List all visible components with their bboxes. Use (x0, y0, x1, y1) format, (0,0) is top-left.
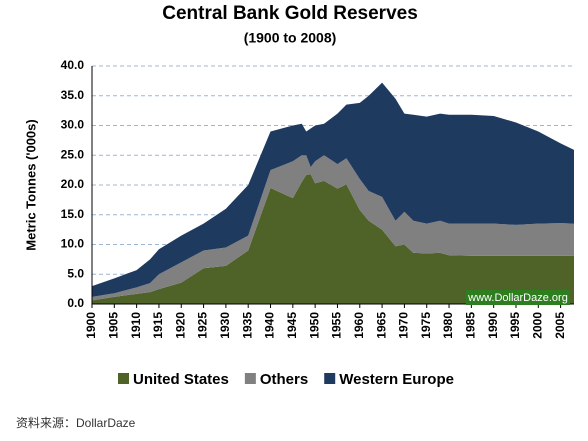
x-tick-label: 1965 (374, 312, 388, 339)
legend-swatch (324, 373, 336, 384)
x-tick-label: 1945 (285, 312, 299, 339)
y-tick-label: 5.0 (67, 266, 84, 280)
x-tick-label: 1970 (397, 312, 411, 339)
x-tick-label: 1985 (464, 312, 478, 339)
y-tick-label: 20.0 (61, 177, 85, 191)
y-tick-label: 40.0 (61, 58, 85, 72)
x-tick-label: 1925 (196, 312, 210, 339)
watermark-box (466, 290, 570, 305)
x-tick-label: 1960 (352, 312, 366, 339)
area (92, 174, 574, 304)
chart-title: Central Bank Gold Reserves (162, 3, 418, 24)
legend-swatch (244, 373, 256, 384)
y-tick-label: 15.0 (61, 207, 85, 221)
y-axis-label: Metric Tonnes ('000s) (23, 119, 38, 250)
x-tick-label: 1950 (307, 312, 321, 339)
x-tick-label: 1990 (486, 312, 500, 339)
chart-subtitle: (1900 to 2008) (244, 30, 337, 46)
x-tick-label: 1915 (151, 312, 165, 339)
x-tick-label: 1975 (419, 312, 433, 339)
x-tick-label: 1905 (106, 312, 120, 339)
source-note: 资料来源：DollarDaze (16, 416, 136, 430)
legend-label: United States (133, 371, 229, 388)
watermark: www.DollarDaze.org (467, 292, 568, 304)
x-tick-label: 1935 (240, 312, 254, 339)
x-tick-label: 1920 (173, 312, 187, 339)
y-tick-label: 30.0 (61, 118, 85, 132)
y-tick-label: 0.0 (67, 296, 84, 310)
y-tick-label: 10.0 (61, 237, 85, 251)
y-tick-label: 35.0 (61, 88, 85, 102)
x-tick-label: 2000 (530, 312, 544, 339)
x-tick-label: 1900 (84, 312, 98, 339)
area (92, 155, 574, 301)
legend-swatch (118, 373, 129, 384)
x-tick-label: 1910 (129, 312, 143, 339)
x-tick-label: 2005 (553, 312, 567, 339)
area (92, 82, 574, 297)
x-tick-label: 1955 (330, 312, 344, 339)
x-tick-label: 1995 (508, 312, 522, 339)
y-tick-label: 25.0 (61, 147, 85, 161)
x-tick-label: 1940 (263, 312, 277, 339)
x-tick-label: 1930 (218, 312, 232, 339)
legend-label: Western Europe (339, 371, 454, 388)
x-tick-label: 1980 (441, 312, 455, 339)
legend-label: Others (260, 371, 308, 388)
